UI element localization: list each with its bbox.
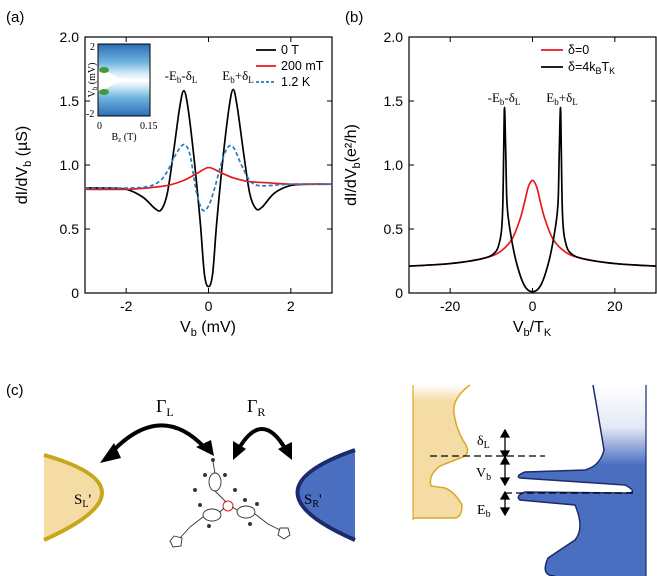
xtick-label-b-2: 20 [607, 298, 623, 314]
legend-1-2K: 1.2 K [281, 75, 311, 89]
ytick-label-a-2: 1.0 [60, 157, 80, 173]
panel-a-plot: -2 0 200.51.01.52.0 [60, 29, 333, 314]
panel-a-annot-right: Eb+δL [222, 68, 253, 85]
inset-ylabel: Vb (mV) [87, 63, 99, 98]
panel-b-frame [408, 36, 657, 294]
right-dos [518, 385, 646, 576]
inset-ytick-top: 2 [90, 42, 95, 53]
ytick-label-a-4: 2.0 [60, 29, 80, 45]
xtick-label-b-0: -20 [440, 298, 460, 314]
panel-b-plot: -20 0 20 0 0.5 1.0 1.5 2.0 [384, 29, 657, 314]
panel-b-annot-left: -Eb-δL [488, 90, 521, 107]
legend-delta-0: δ=0 [568, 43, 589, 57]
xtick-label-a-0: -2 [120, 298, 133, 314]
panel-c-label: (c) [6, 382, 24, 399]
left-dos [413, 385, 470, 518]
panel-b-ylabel: dI/dVb(e²/h) [343, 124, 363, 206]
junction-schematic: ΓL ΓR SL' SR' [43, 396, 356, 548]
ytick-label-b-1: 0.5 [384, 221, 404, 237]
legend-0T: 0 T [281, 43, 299, 57]
ytick-label-b-3: 1.5 [384, 93, 404, 109]
panel-a-xlabel: Vb (mV) [180, 319, 236, 339]
ytick-label-b-0: 0 [395, 285, 403, 301]
ytick-label-a-1: 0.5 [60, 221, 80, 237]
energy-diagram: δL Vb Eb [412, 384, 647, 576]
xtick-label-b-1: 0 [529, 298, 537, 314]
gamma-l-label: ΓL [156, 396, 174, 419]
legend-200mT: 200 mT [281, 59, 324, 73]
molecule-sketch [169, 458, 291, 548]
series-a-0 [84, 88, 333, 288]
panel-a-annot-left: -Eb-δL [165, 68, 198, 85]
ytick-label-a-0: 0 [71, 285, 79, 301]
left-lead [44, 455, 102, 540]
panel-b-legend: δ=0 δ=4kBTK [541, 43, 615, 76]
ytick-label-b-4: 2.0 [384, 29, 404, 45]
panel-a-inset: 2 -2 Vb (mV) 0 0.15 Bz (T) [86, 42, 158, 144]
xtick-label-a-1: 0 [205, 298, 213, 314]
panel-a-legend: 0 T 200 mT 1.2 K [256, 43, 324, 89]
series-a-1 [84, 166, 333, 191]
gamma-r-label: ΓR [247, 396, 265, 419]
panel-b-label: (b) [345, 9, 363, 26]
eb-label: Eb [477, 503, 491, 520]
inset-xtick-left: 0 [97, 121, 102, 132]
inset-xtick-right: 0.15 [140, 121, 158, 132]
ytick-label-b-2: 1.0 [384, 157, 404, 173]
series-b-0 [408, 179, 657, 267]
series-a-2 [84, 143, 333, 212]
xtick-label-a-2: 2 [287, 298, 295, 314]
panel-a-ylabel: dI/dVb (µS) [14, 126, 34, 204]
legend-delta-4kbtk: δ=4kBTK [568, 60, 615, 76]
ytick-label-a-3: 1.5 [60, 93, 80, 109]
inset-xlabel: Bz (T) [111, 132, 136, 144]
inset-ytick-bottom: -2 [86, 109, 94, 120]
panel-a-label: (a) [6, 9, 24, 26]
panel-b-annot-right: Eb+δL [546, 90, 577, 107]
panel-b-xlabel: Vb/TK [513, 319, 552, 339]
vb-label: Vb [476, 466, 491, 483]
delta-l-label: δL [477, 434, 490, 451]
series-b-1 [408, 106, 657, 293]
